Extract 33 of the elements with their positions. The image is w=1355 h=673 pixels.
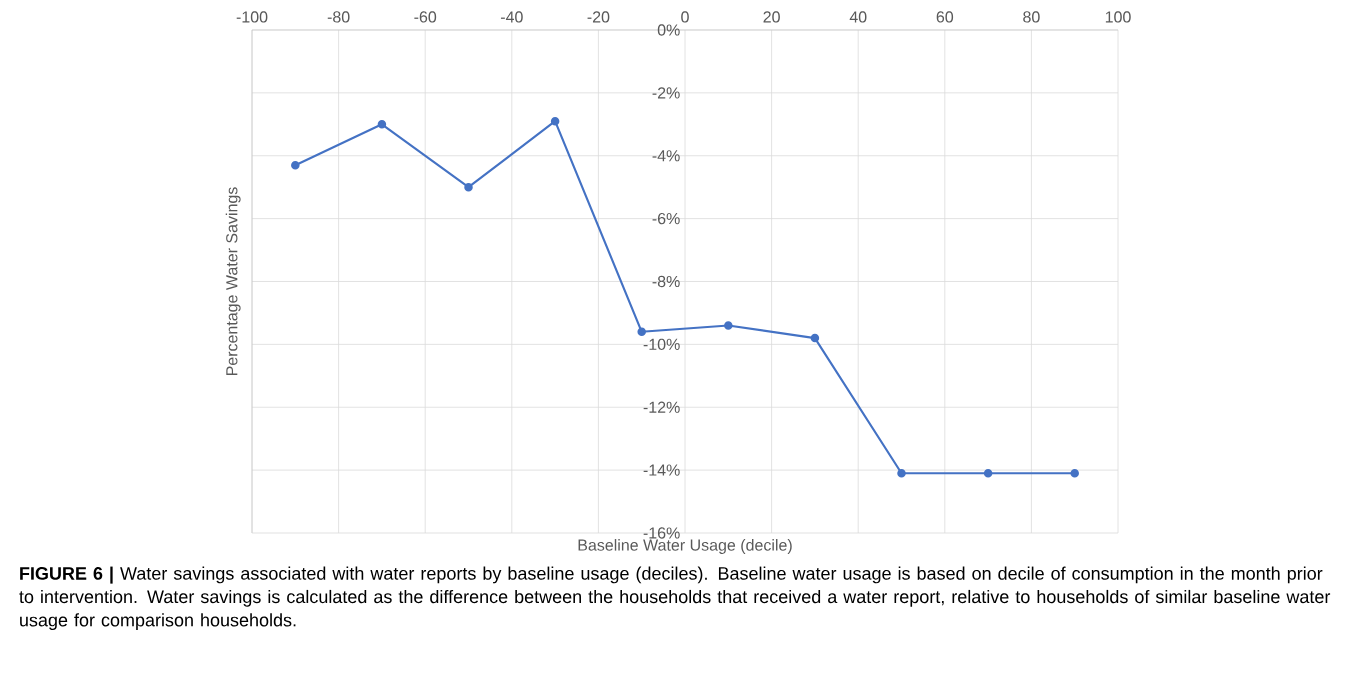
x-tick-label: -40 (500, 11, 523, 23)
text: FIGURE 6 | Water savings associated with water reports by baseline usage (deciles). Baseline water usage is based on decile of consumption in the month prior to intervention. Water savings is calculated as the difference between the households that received a water report, relative to households of similar baseline water usage for comparison households. (19, 566, 1331, 631)
point (464, 182, 473, 192)
y-tick-label: -16% (643, 527, 680, 539)
y-tick-label: -4% (652, 150, 680, 162)
y-tick-label: -6% (652, 212, 680, 225)
point (897, 468, 906, 478)
x-tick-label: 60 (936, 11, 954, 23)
y-tick-label: -2% (652, 87, 680, 99)
y-tick-label: -10% (643, 338, 680, 351)
x-tick-label: -80 (327, 11, 350, 23)
y-tick-label: -12% (643, 401, 680, 413)
point (550, 116, 560, 126)
x-tick-label: 80 (1023, 11, 1040, 23)
x-tick-label: -20 (587, 11, 610, 23)
point (983, 468, 993, 478)
y-tick-label: 0% (657, 24, 680, 36)
y-axis-title: Percentage Water Savings (225, 187, 241, 376)
point (637, 327, 646, 337)
x-tick-label: 40 (849, 11, 867, 23)
point (377, 120, 387, 129)
point (724, 321, 733, 330)
point (810, 333, 820, 343)
x-axis-title: Baseline Water Usage (decile) (578, 539, 792, 554)
x-tick-label: 20 (763, 11, 780, 23)
x-tick-label: -100 (236, 11, 268, 23)
point (291, 160, 300, 170)
x-tick-label: 0 (681, 11, 689, 23)
y-tick-label: -8% (652, 275, 680, 288)
y-tick-label: -14% (643, 464, 680, 476)
point (1070, 468, 1079, 478)
x-tick-label: 100 (1105, 11, 1131, 23)
x-tick-label: -60 (414, 11, 437, 23)
